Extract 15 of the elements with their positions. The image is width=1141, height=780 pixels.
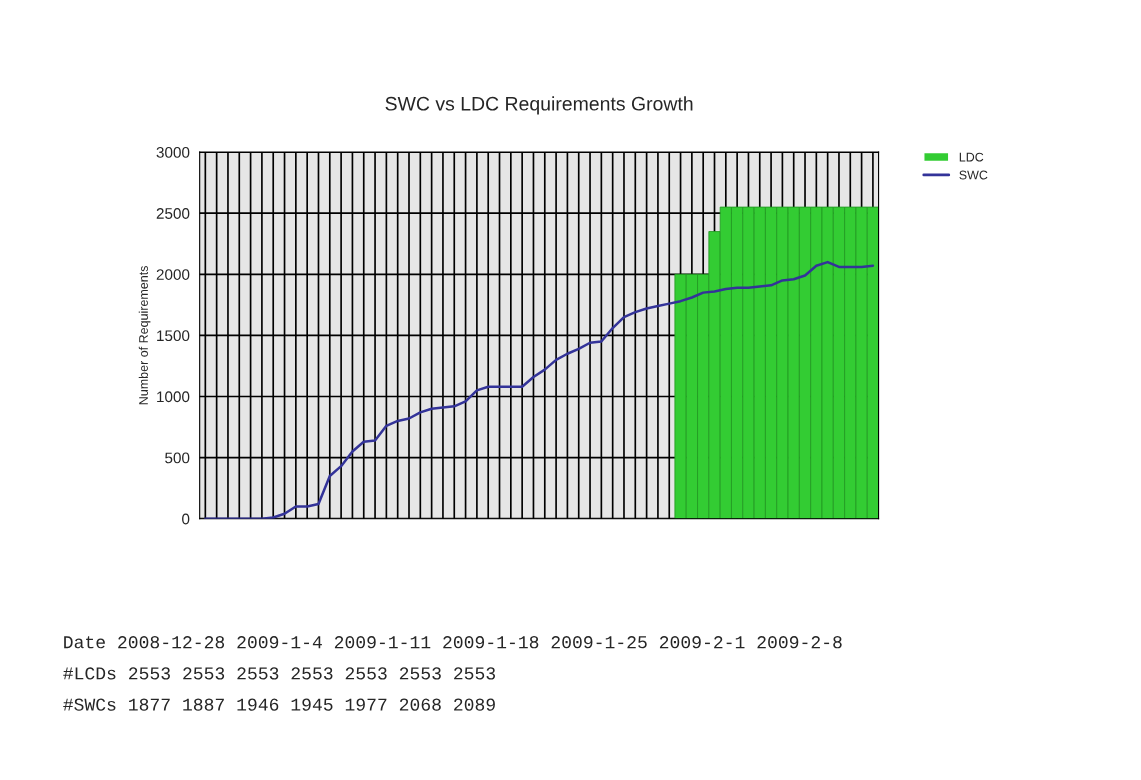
y-tick-label: 2500 — [156, 208, 190, 219]
y-tick-label: 500 — [165, 452, 190, 464]
y-tick-label: 2000 — [156, 269, 190, 280]
line-series — [204, 260, 875, 519]
chart-title: SWC vs LDC Requirements Growth — [385, 96, 693, 115]
y-tick-label: 3000 — [156, 146, 190, 158]
y-tick-label: 1000 — [157, 391, 190, 403]
text: #LCDs 2553 2553 2553 2553 2553 2553 2553 — [63, 667, 496, 680]
text: #SWCs 1877 1887 1946 1945 1977 2068 2089 — [63, 698, 495, 711]
legend-label: SWC — [959, 170, 988, 180]
y-axis-title: Number of Requirements — [138, 266, 151, 405]
y-tick-label: 0 — [182, 513, 190, 525]
legend-label: LDC — [959, 152, 984, 162]
text: Date 2008-12-28 2009-1-4 2009-1-11 2009-1-18 2009-1-25 2009-2-1 2009-2-8 — [64, 636, 842, 649]
y-tick-label: 1500 — [157, 330, 190, 342]
